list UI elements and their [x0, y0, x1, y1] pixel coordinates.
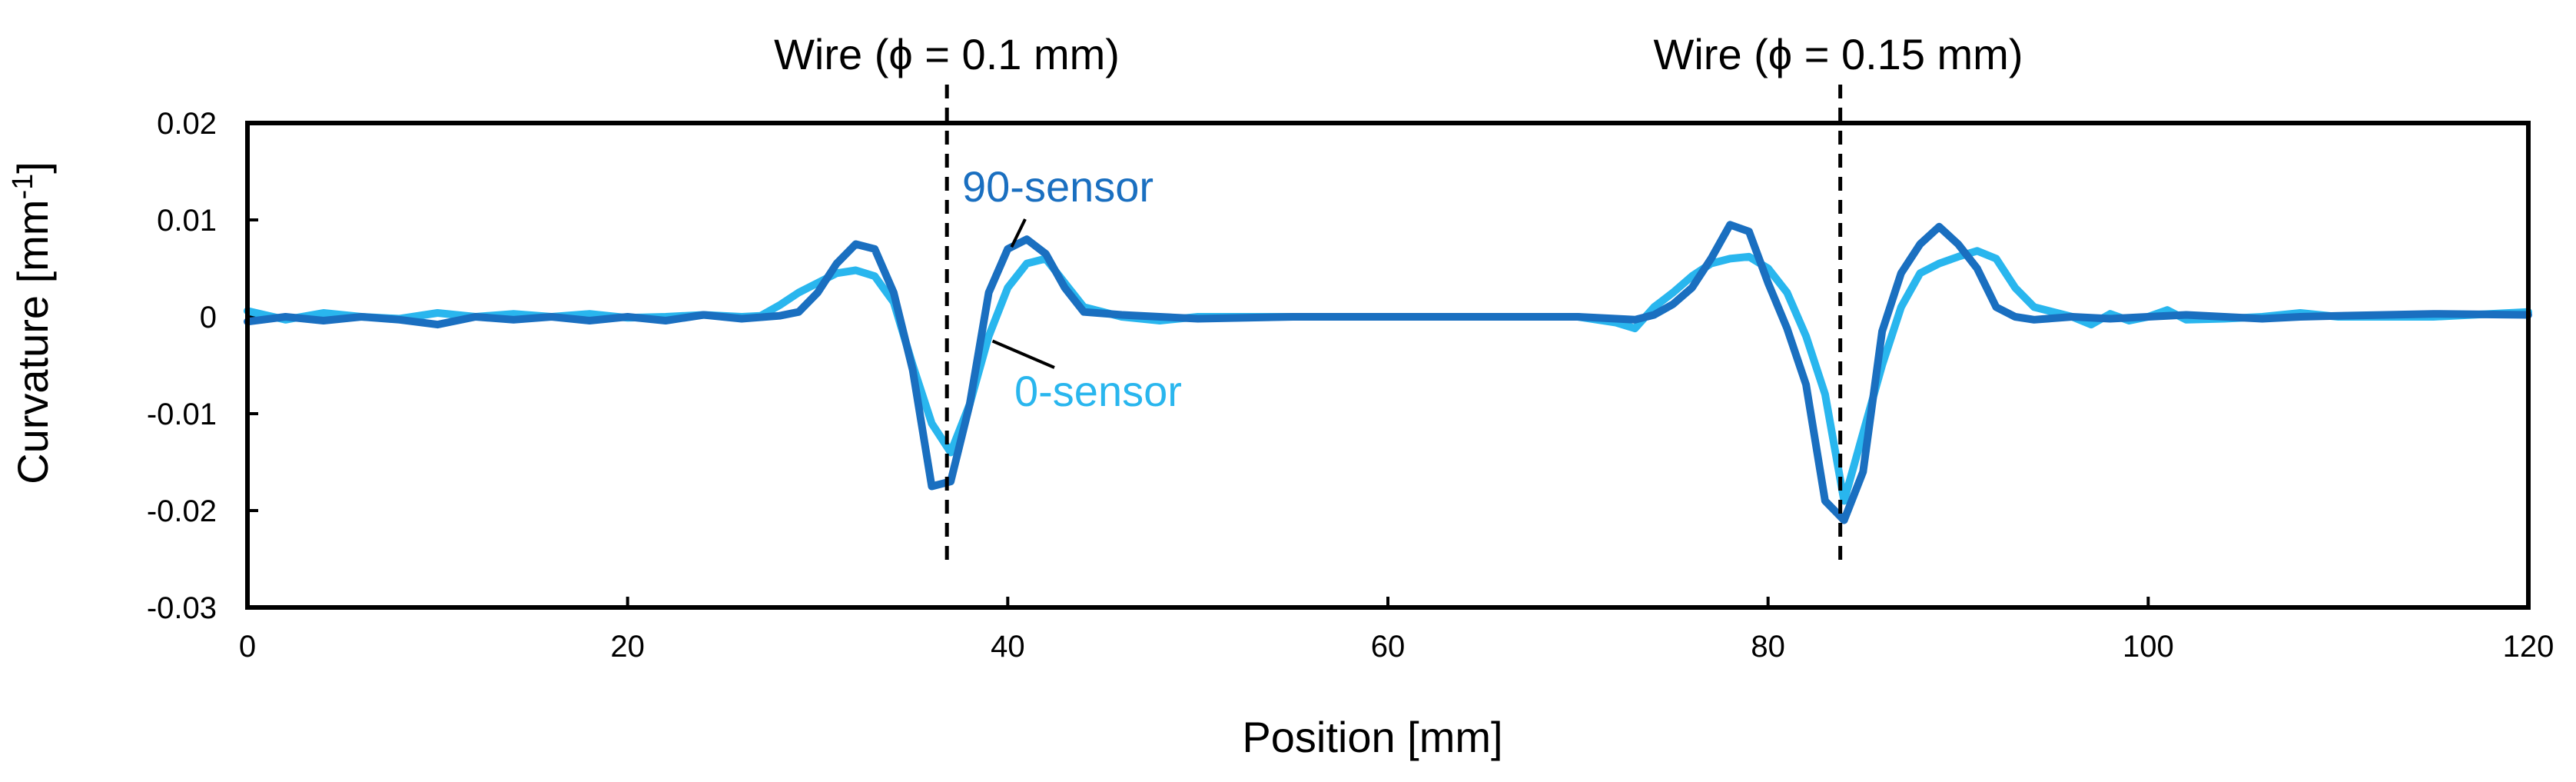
axis-ticks: -0.03 -0.02 -0.01 0 0.01 0.02 0 20 40 60 80 100 120 — [147, 107, 2554, 664]
x-tick-label: 60 — [1371, 630, 1406, 664]
y-tick-label: -0.02 — [147, 494, 217, 528]
series-label-90-sensor: 90-sensor — [962, 162, 1154, 211]
series-label-0-sensor: 0-sensor — [1014, 367, 1182, 415]
plot-area-frame — [245, 121, 2531, 610]
x-tick-label: 120 — [2503, 630, 2554, 664]
y-tick-label: 0.01 — [157, 204, 217, 238]
x-axis-title: Position [mm] — [1242, 713, 1502, 761]
pointer-90-sensor — [1010, 218, 1027, 248]
x-tick-label: 80 — [1751, 630, 1785, 664]
y-axis-title-main: Curvature [mm — [8, 200, 57, 484]
pointer-0-sensor — [991, 339, 1055, 369]
series-layer — [244, 221, 2532, 524]
wire1-annotation-label: Wire (ϕ = 0.1 mm) — [774, 30, 1120, 78]
y-tick-label: -0.01 — [147, 398, 217, 431]
x-tick-label: 0 — [239, 630, 256, 664]
x-tick-label: 100 — [2123, 630, 2174, 664]
wire2-annotation-label: Wire (ϕ = 0.15 mm) — [1654, 30, 2023, 78]
y-tick-label: -0.03 — [147, 591, 217, 625]
series-line-90-sensor — [244, 221, 2532, 524]
y-tick-label: 0 — [200, 301, 217, 334]
y-tick-label: 0.02 — [157, 107, 217, 141]
y-axis-title-superscript: -1 — [7, 174, 39, 200]
x-tick-label: 40 — [991, 630, 1025, 664]
y-axis-title: Curvature [mm-1] — [7, 161, 57, 484]
series-line-0-sensor — [244, 247, 2532, 505]
x-tick-label: 20 — [610, 630, 645, 664]
annotation-layer — [944, 85, 1843, 565]
y-axis-title-close: ] — [8, 161, 57, 174]
